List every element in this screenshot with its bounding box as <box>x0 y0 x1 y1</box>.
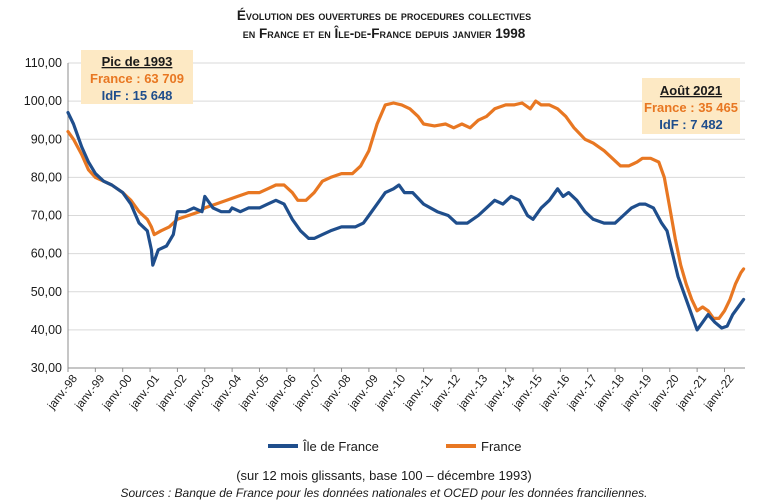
y-tick-label: 100,00 <box>24 94 62 108</box>
annotation-title: Pic de 1993 <box>102 54 173 69</box>
annotation-box <box>81 50 193 104</box>
y-tick-label: 50,00 <box>31 285 62 299</box>
annotation-peak-1993: Pic de 1993 France : 63 709 IdF : 15 648 <box>81 50 193 104</box>
gridlines <box>68 62 745 369</box>
series-lines <box>66 99 746 332</box>
series-line-france <box>66 99 746 320</box>
y-tick-label: 40,00 <box>31 323 62 337</box>
chart-source: Sources : Banque de France pour les donn… <box>121 486 648 500</box>
annotation-box <box>642 78 740 134</box>
legend-label-france: France <box>481 439 521 454</box>
y-axis-ticks: 30,00 40,00 50,00 60,00 70,00 80,00 90,00 100,0… <box>24 56 62 375</box>
annotation-france-value: France : 35 465 <box>644 100 738 115</box>
chart-note: (sur 12 mois glissants, base 100 – décem… <box>236 468 532 483</box>
y-tick-label: 110,00 <box>25 56 62 70</box>
series-line-ile-de-france <box>66 111 746 332</box>
annotation-idf-value: IdF : 7 482 <box>659 117 723 132</box>
legend: Île de France France <box>268 439 521 454</box>
annotation-august-2021: Août 2021 France : 35 465 IdF : 7 482 <box>642 78 740 134</box>
x-axis-ticks: janv.-98janv.-99janv.-00janv.-01janv.-02… <box>45 368 737 413</box>
chart-title-line-2: en France et en Île-de-France depuis jan… <box>243 26 526 41</box>
y-tick-label: 80,00 <box>31 170 62 184</box>
chart-title-line-1: Évolution des ouvertures de procedures c… <box>237 8 531 23</box>
legend-label-idf: Île de France <box>302 439 379 454</box>
y-tick-label: 30,00 <box>31 361 62 375</box>
y-tick-label: 60,00 <box>31 247 62 261</box>
annotation-france-value: France : 63 709 <box>90 71 184 86</box>
y-tick-label: 70,00 <box>31 209 62 223</box>
annotation-title: Août 2021 <box>660 83 722 98</box>
y-tick-label: 90,00 <box>31 132 62 146</box>
annotation-idf-value: IdF : 15 648 <box>102 88 173 103</box>
